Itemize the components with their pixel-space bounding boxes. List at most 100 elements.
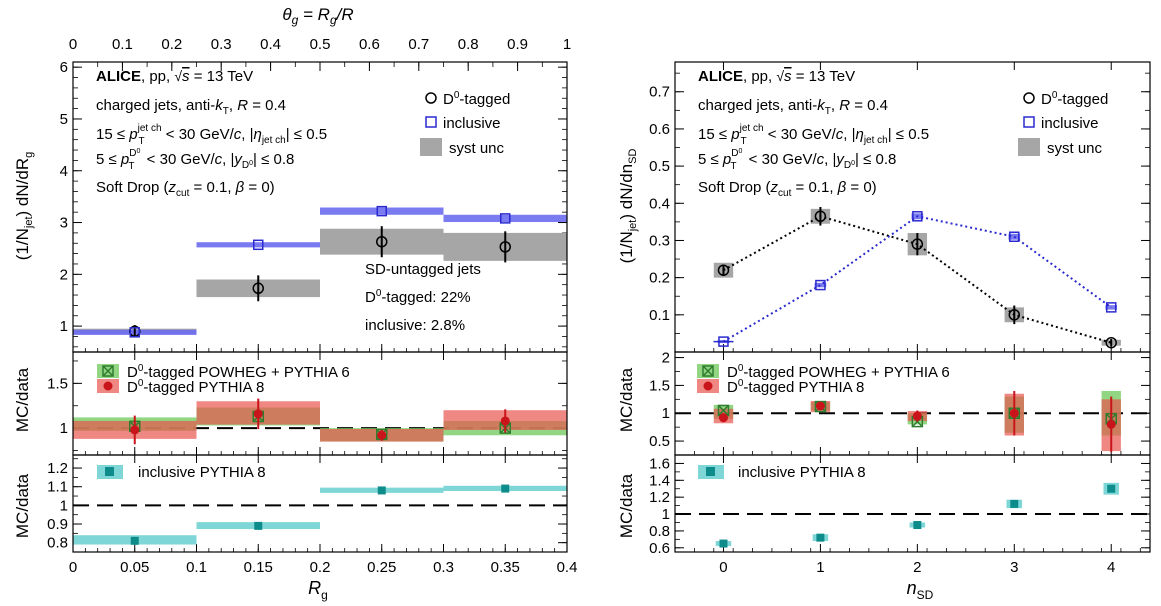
right-panel-layer: 0.10.20.30.40.50.60.70.511.520.60.811.21… [649,61,1151,576]
left-top-axis-tick-label: 0.3 [211,36,232,53]
right-legend-powheg-marker [702,365,714,377]
right-incl-p8-point [1107,484,1116,493]
right-xtick-label: 4 [1107,559,1115,576]
right-annotation-alice: ALICE, pp, √s = 13 TeV [698,68,855,85]
left-top-ytick-label: 3 [60,215,68,232]
right-inclusive-point [718,336,729,347]
right-inclusive-dotted-line [722,215,1112,343]
right-x-axis-label: nSD [907,578,934,602]
right-annotations: ALICE, pp, √s = 13 TeV charged jets, ant… [698,68,929,199]
left-inclusive-point [500,213,511,224]
left-legend-powheg-label: D0-tagged POWHEG + PYTHIA 6 [127,363,350,381]
left-annotations: ALICE, pp, √s = 13 TeV charged jets, ant… [96,68,481,334]
right-inclusive-point [1105,302,1117,313]
left-top-axis-tick-label: 0.4 [260,36,281,53]
left-bottom-ytick-label: 0.8 [47,535,68,552]
right-d0-point [717,264,730,276]
right-xtick-label: 3 [1010,559,1018,576]
left-bottom-y-axis-label: MC/data [13,473,32,538]
left-top-axis-tick-label: 0.5 [310,36,331,53]
left-legend-inclusive-label: inclusive [443,115,501,132]
left-top-y-axis-label: (1/Njet) dN/dRg [13,152,35,260]
left-incl-p8-point [377,486,386,495]
right-pythia8-point [1009,408,1019,418]
left-legend-d0-marker [425,92,437,104]
left-legend-pythia8-label: D0-tagged PYTHIA 8 [127,378,264,396]
left-bottom-ytick-label: 1 [60,497,68,514]
left-incl-p8-point [501,484,510,493]
left-xtick-label: 0.1 [186,559,207,576]
left-d0-point [499,241,511,253]
left-legend-pythia8-marker [103,381,113,391]
left-middle-y-axis-label: MC/data [13,367,32,432]
right-inclusive-point [815,279,826,291]
left-inclusive-point [253,239,264,251]
left-xtick-label: 0.25 [367,559,396,576]
right-inclusive-syst-box [814,282,827,288]
right-legend-incl-p8-label: inclusive PYTHIA 8 [738,464,866,481]
left-legend-syst-marker [420,138,442,156]
right-bottom-ytick-label: 1.4 [649,472,670,489]
left-inclusive-syst-box [196,242,320,248]
right-bottom-ytick-label: 0.8 [649,523,670,540]
right-incl-p8-point [1010,499,1019,508]
right-inclusive-point [912,211,923,222]
left-legend-incl-p8-label: inclusive PYTHIA 8 [138,464,266,481]
left-middle-ytick-label: 1 [60,420,68,437]
right-middle-ytick-label: 1.5 [649,377,670,394]
right-legend-inclusive-marker [1023,116,1035,128]
left-legend-inclusive-marker [425,116,437,128]
right-legend-powheg-label: D0-tagged POWHEG + PYTHIA 6 [727,363,950,381]
right-inclusive-syst-box [1105,305,1118,310]
right-bottom-ytick-label: 0.6 [649,540,670,557]
left-annotation-untagged-inclusive: inclusive: 2.8% [365,317,465,334]
right-top-ytick-label: 0.7 [649,84,670,101]
right-legend-pythia8-label: D0-tagged PYTHIA 8 [727,378,864,396]
right-top-ytick-label: 0.1 [649,307,670,324]
right-annotation-d0-pt: 5 ≤ pD0 T < 30 GeV/c, |yD0| ≤ 0.8 [698,148,896,172]
left-bottom-legend: inclusive PYTHIA 8 [97,464,266,481]
right-legend-incl-p8-marker [706,467,715,476]
left-xtick-label: 0.4 [557,559,578,576]
right-inclusive-point [1009,231,1020,242]
left-annotation-untagged-title: SD-untagged jets [365,261,481,278]
left-inclusive-point [376,205,387,217]
right-legend-inclusive-label: inclusive [1041,115,1099,132]
left-top-axis-tick-label: 0.8 [458,36,479,53]
right-legend-d0-marker [1023,92,1035,104]
left-annotation-d0-pt: 5 ≤ pD0 T < 30 GeV/c, |yD0| ≤ 0.8 [96,148,294,172]
right-legend-syst-marker [1018,138,1040,156]
left-annotation-alice: ALICE, pp, √s = 13 TeV [96,68,253,85]
left-d0-point [252,282,264,295]
left-bottom-pad: 0.8 0.9 11.1 1.2 [47,454,568,553]
left-xtick-label: 0.2 [310,559,331,576]
right-middle-ytick-label: 2 [662,350,670,367]
right-middle-ytick-label: 1 [662,405,670,422]
right-annotation-jet-pt: 15 ≤ pjet ch T < 30 GeV/c, |ηjet ch| ≤ 0.… [698,123,929,147]
right-top-ytick-label: 0.4 [649,195,670,212]
left-annotation-untagged-d0: D0-tagged: 22% [365,288,471,306]
left-inclusive-syst-box [320,207,444,215]
left-pythia8-point [130,425,140,435]
right-pythia8-point [718,413,728,423]
left-xtick-label: 0.3 [433,559,454,576]
right-top-ytick-label: 0.5 [649,158,670,175]
right-d0-point [911,238,924,250]
left-top-axis-tick-label: 0.1 [112,36,133,53]
left-top-axis-tick-label: 0.9 [507,36,528,53]
left-d0-point [376,235,388,248]
left-legend-powheg-marker [102,365,114,377]
right-bottom-ytick-label: 1.2 [649,489,670,506]
right-incl-p8-point [719,539,728,548]
right-legend-pythia8-marker [703,381,713,391]
left-top-axis-tick-label: 0.6 [359,36,380,53]
left-middle-legend: D0-tagged POWHEG + PYTHIA 6 D0-tagged PY… [97,363,350,396]
right-top-ytick-label: 0.3 [649,232,670,249]
left-top-axis-tick-label: 0.7 [408,36,429,53]
left-annotation-jet-pt: 15 ≤ pjet ch T < 30 GeV/c, |ηjet ch| ≤ 0.… [96,123,327,147]
right-bottom-ytick-label: 1.6 [649,455,670,472]
left-top-axis-tick-label: 1 [563,36,571,53]
left-annotation-jets: charged jets, anti-kT, R = 0.4 [96,97,286,117]
